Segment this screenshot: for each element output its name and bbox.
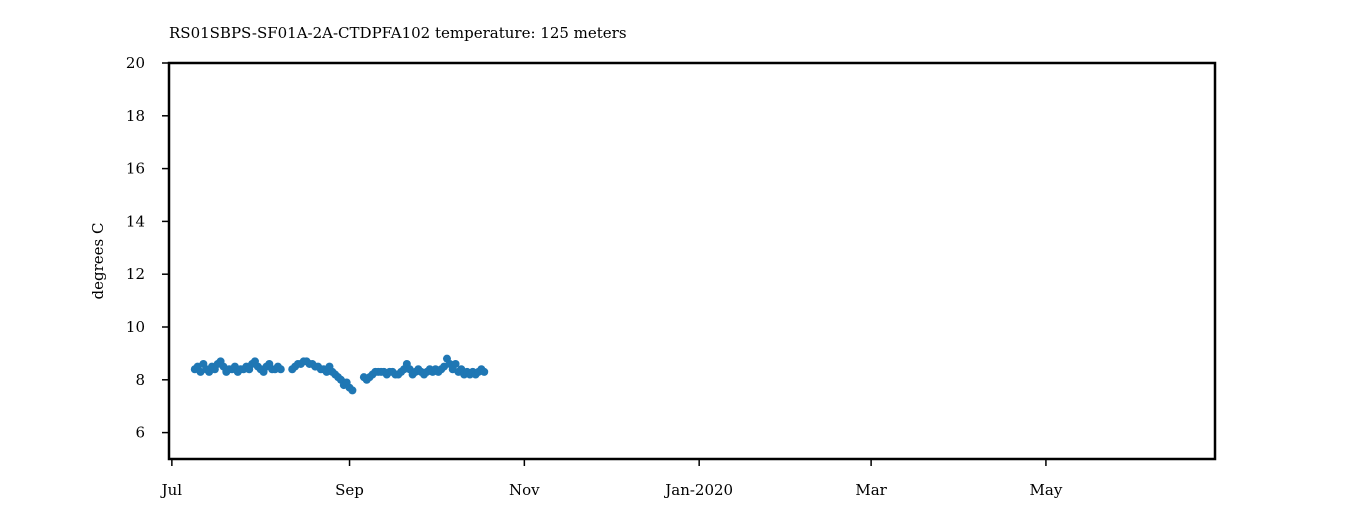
plot-area-frame <box>167 61 1217 461</box>
data-point <box>451 359 460 368</box>
chart-title: RS01SBPS-SF01A-2A-CTDPFA102 temperature:… <box>169 24 627 42</box>
x-axis: Jul Sep Nov Jan-2020 Mar May <box>160 459 1063 499</box>
y-tick-label: 16 <box>126 160 145 178</box>
x-tick-label: Jul <box>160 481 183 499</box>
x-tick-label: May <box>1030 481 1063 499</box>
x-tick-label: Jan-2020 <box>663 481 733 499</box>
x-tick-label: Mar <box>855 481 887 499</box>
y-axis: 6 8 10 12 14 16 18 20 <box>126 54 169 442</box>
y-axis-label: degrees C <box>89 223 107 300</box>
y-tick-label: 18 <box>126 107 145 125</box>
y-tick-label: 10 <box>126 318 145 336</box>
data-point <box>276 365 285 374</box>
x-tick-label: Nov <box>509 481 540 499</box>
y-tick-label: 6 <box>135 424 145 442</box>
y-tick-label: 14 <box>126 212 145 230</box>
y-tick-label: 12 <box>126 265 145 283</box>
data-series <box>190 354 489 395</box>
y-tick-label: 20 <box>126 54 145 72</box>
x-tick-label: Sep <box>335 481 364 499</box>
data-point <box>348 386 357 395</box>
data-point <box>480 367 489 376</box>
y-tick-label: 8 <box>135 371 145 389</box>
